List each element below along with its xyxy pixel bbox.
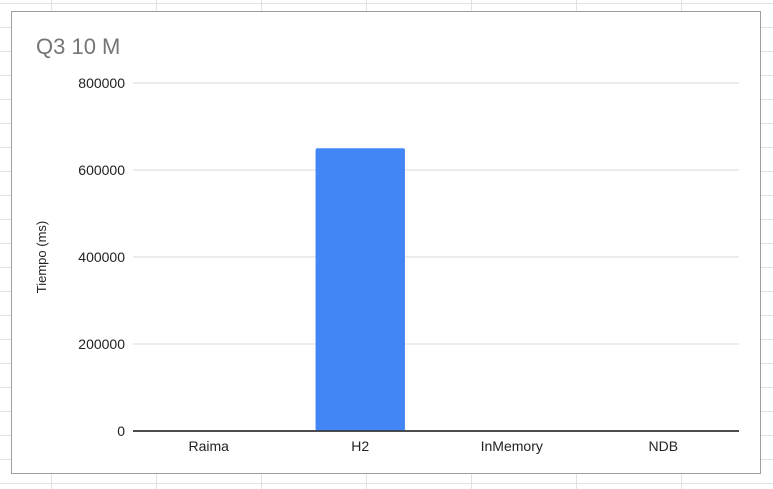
y-tick-labels: 0 200000 400000 600000 800000 [78, 75, 125, 439]
bars [133, 148, 739, 432]
x-tick-label: Raima [189, 438, 230, 454]
chart-title: Q3 10 M [36, 34, 121, 59]
x-tick-label: H2 [351, 438, 369, 454]
chart-container[interactable]: Q3 10 M 0 200000 400000 600000 800000 Raima H… [11, 11, 761, 474]
gridlines [133, 82, 739, 432]
y-tick-label: 400000 [78, 249, 125, 265]
y-tick-label: 600000 [78, 162, 125, 178]
bar-chart: 0 200000 400000 600000 800000 Raima H2 InMemor… [34, 75, 739, 454]
y-tick-label: 200000 [78, 336, 125, 352]
x-tick-label: InMemory [481, 438, 543, 454]
x-tick-labels: Raima H2 InMemory NDB [189, 438, 679, 454]
y-axis-label: Tiempo (ms) [34, 221, 49, 293]
y-tick-label: 0 [117, 423, 125, 439]
y-tick-label: 800000 [78, 75, 125, 91]
bar-h2[interactable] [315, 148, 405, 431]
x-tick-label: NDB [648, 438, 678, 454]
